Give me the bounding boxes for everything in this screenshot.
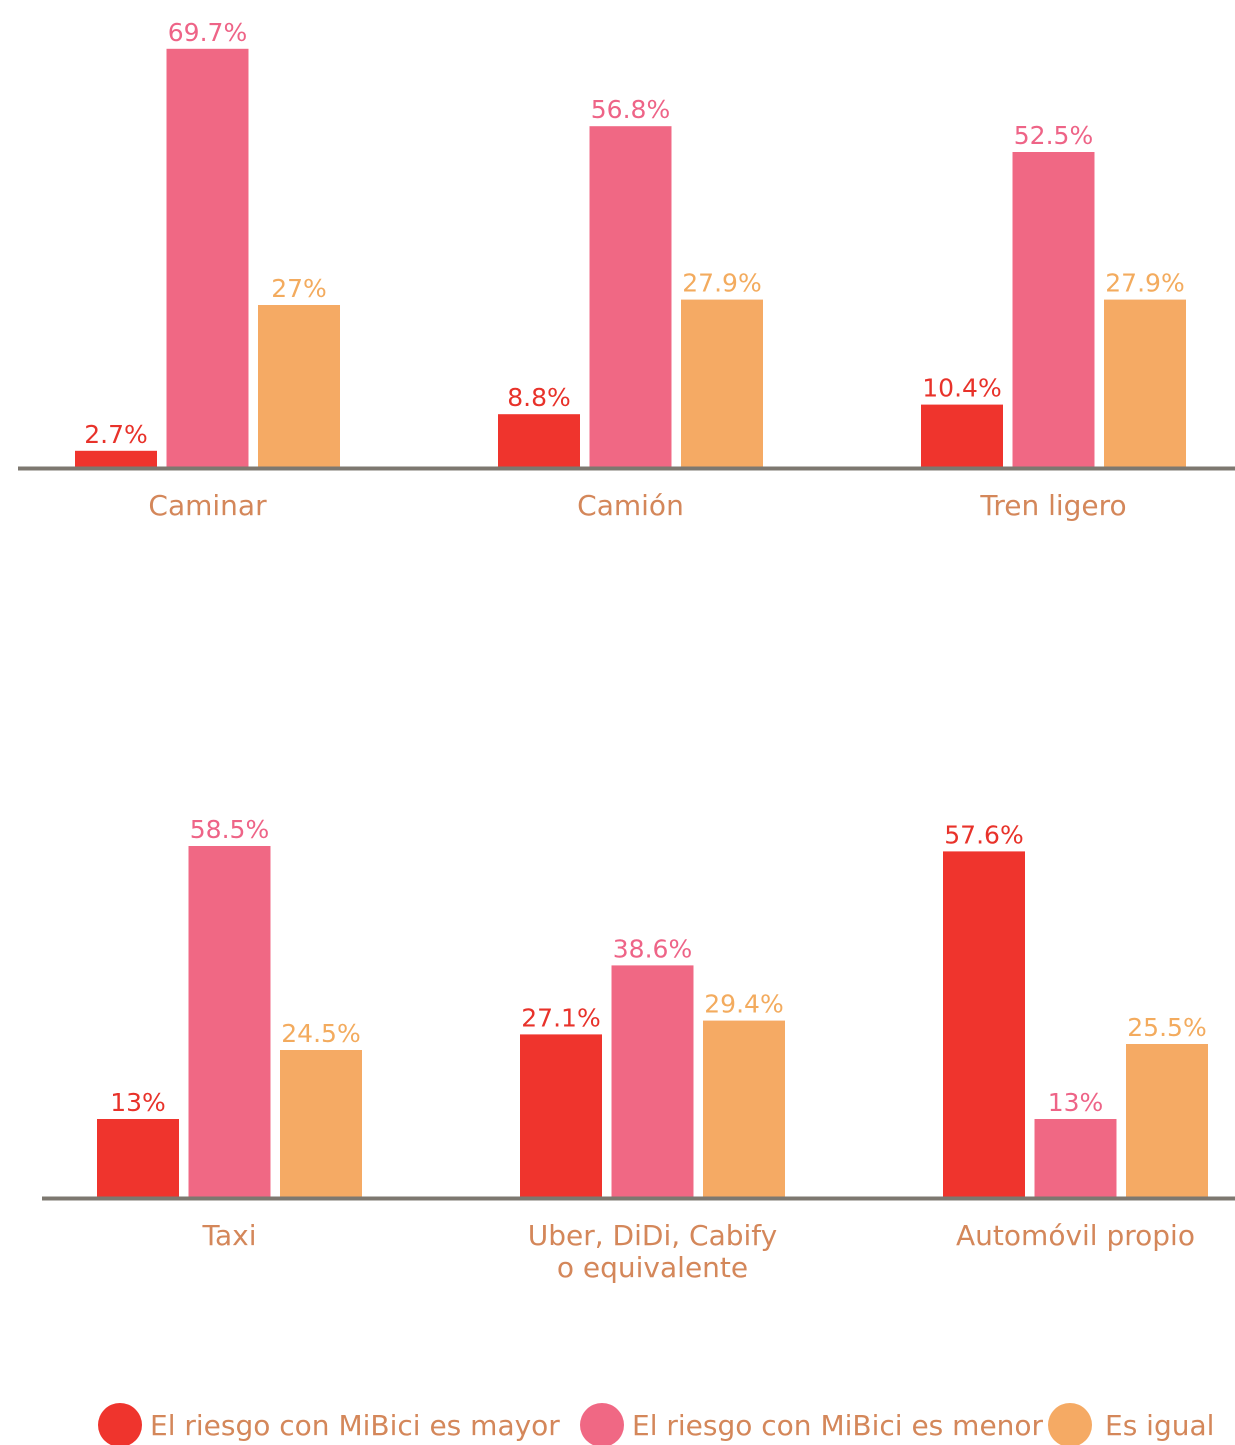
bar <box>97 1119 179 1197</box>
data-label: 25.5% <box>1127 1013 1206 1042</box>
bar <box>75 450 157 467</box>
legend-swatch <box>580 1403 624 1445</box>
legend-swatch <box>1048 1403 1092 1445</box>
bar <box>258 305 340 467</box>
bar <box>681 299 763 467</box>
bar <box>520 1034 602 1197</box>
data-label: 13% <box>1048 1088 1104 1117</box>
bar <box>1104 299 1186 467</box>
bar <box>703 1020 785 1197</box>
legend-label: El riesgo con MiBici es mayor <box>150 1409 560 1442</box>
data-label: 69.7% <box>168 18 247 47</box>
bar <box>1012 152 1095 467</box>
category-label: Automóvil propio <box>956 1219 1195 1252</box>
category-label: Caminar <box>148 489 267 522</box>
data-label: 27.1% <box>521 1003 600 1032</box>
bar <box>188 846 271 1197</box>
category-label: Uber, DiDi, Cabify <box>528 1219 777 1252</box>
data-label: 27.9% <box>1105 269 1184 298</box>
data-label: 57.6% <box>944 820 1023 849</box>
data-label: 2.7% <box>84 420 148 449</box>
bar <box>498 414 580 467</box>
data-label: 29.4% <box>704 990 783 1019</box>
data-label: 38.6% <box>613 934 692 963</box>
bar <box>166 48 249 468</box>
legend-label: El riesgo con MiBici es menor <box>632 1409 1044 1442</box>
data-label: 58.5% <box>190 815 269 844</box>
legend-swatch <box>98 1403 142 1445</box>
data-label: 10.4% <box>922 374 1001 403</box>
bar <box>611 965 694 1197</box>
data-label: 8.8% <box>507 383 571 412</box>
data-label: 24.5% <box>281 1019 360 1048</box>
data-label: 27% <box>271 274 327 303</box>
legend-label: Es igual <box>1105 1409 1214 1442</box>
category-label: Taxi <box>202 1219 257 1252</box>
bar <box>1126 1044 1208 1197</box>
bar <box>943 851 1025 1197</box>
bar <box>1034 1119 1117 1197</box>
category-label: Camión <box>577 489 684 522</box>
data-label: 56.8% <box>591 95 670 124</box>
category-label: Tren ligero <box>979 489 1126 522</box>
data-label: 52.5% <box>1014 121 1093 150</box>
bar <box>589 126 672 467</box>
bar <box>280 1050 362 1197</box>
data-label: 27.9% <box>682 269 761 298</box>
data-label: 13% <box>110 1088 166 1117</box>
category-label: o equivalente <box>557 1251 748 1284</box>
bar <box>921 404 1003 467</box>
